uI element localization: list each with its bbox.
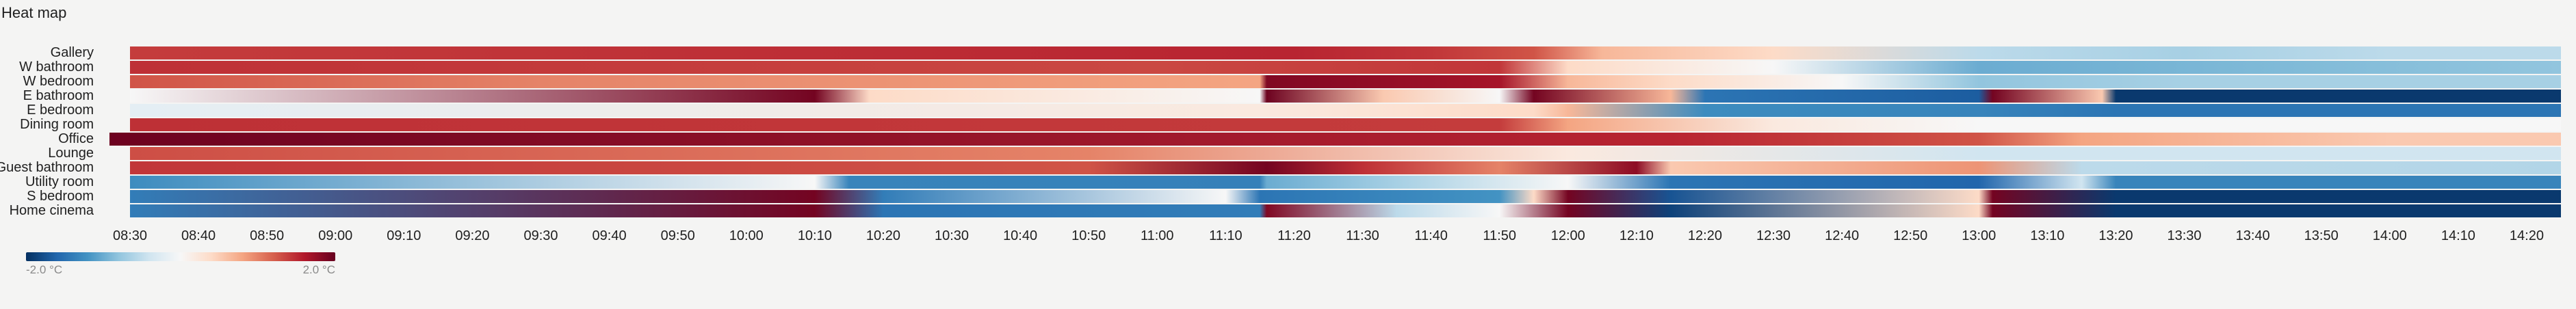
x-tick-label: 09:30 [523, 228, 558, 243]
x-tick-label: 14:10 [2441, 228, 2475, 243]
row-label: Guest bathroom [0, 160, 94, 175]
x-tick-label: 11:10 [1209, 228, 1243, 243]
row-label: Lounge [48, 146, 94, 161]
legend-gradient-bar [26, 252, 335, 261]
x-tick-label: 09:20 [455, 228, 489, 243]
heatmap-row [130, 75, 2561, 88]
x-tick-label: 09:00 [318, 228, 352, 243]
x-tick-label: 11:20 [1277, 228, 1311, 243]
x-tick-label: 12:20 [1688, 228, 1722, 243]
row-label: Office [58, 131, 94, 146]
x-tick-label: 11:50 [1483, 228, 1516, 243]
row-label: Home cinema [10, 203, 94, 218]
row-label: E bathroom [23, 88, 94, 103]
x-tick-label: 13:40 [2236, 228, 2270, 243]
x-tick-label: 09:50 [661, 228, 695, 243]
x-tick-label: 12:10 [1619, 228, 1654, 243]
heatmap-row [130, 204, 2561, 217]
row-label: Dining room [20, 117, 94, 132]
x-tick-label: 12:50 [1893, 228, 1927, 243]
x-tick-label: 13:20 [2098, 228, 2133, 243]
x-tick-label: 10:00 [729, 228, 764, 243]
x-tick-label: 11:40 [1414, 228, 1448, 243]
heatmap-row [130, 161, 2561, 174]
row-label: S bedroom [27, 189, 94, 204]
heatmap-row [130, 104, 2561, 117]
x-tick-label: 14:00 [2373, 228, 2407, 243]
x-tick-label: 12:30 [1756, 228, 1791, 243]
heatmap-row [130, 147, 2561, 160]
x-tick-label: 10:50 [1071, 228, 1106, 243]
x-tick-label: 12:40 [1825, 228, 1859, 243]
x-tick-label: 11:00 [1141, 228, 1174, 243]
heatmap-row [130, 46, 2561, 59]
row-label: W bedroom [23, 74, 94, 89]
row-label: Utility room [25, 174, 94, 189]
x-tick-label: 10:40 [1003, 228, 1037, 243]
x-tick-label: 13:30 [2168, 228, 2202, 243]
x-tick-label: 10:10 [798, 228, 832, 243]
row-label: Gallery [51, 45, 94, 60]
row-label: W bathroom [19, 59, 94, 75]
x-tick-label: 13:50 [2304, 228, 2339, 243]
color-legend: -2.0 °C 2.0 °C [26, 252, 335, 280]
x-tick-label: 13:10 [2030, 228, 2064, 243]
x-tick-label: 08:40 [181, 228, 216, 243]
legend-min-label: -2.0 °C [26, 263, 63, 276]
row-label: E bedroom [27, 103, 94, 118]
legend-max-label: 2.0 °C [302, 263, 335, 276]
x-tick-label: 09:40 [593, 228, 627, 243]
x-tick-label: 11:30 [1346, 228, 1379, 243]
x-tick-label: 13:00 [1962, 228, 1996, 243]
x-tick-label: 10:20 [866, 228, 900, 243]
x-tick-label: 10:30 [935, 228, 969, 243]
x-tick-label: 08:50 [250, 228, 284, 243]
x-tick-label: 08:30 [113, 228, 147, 243]
heatmap-row [130, 118, 2561, 131]
heatmap-row [130, 176, 2561, 189]
heatmap-row [130, 190, 2561, 203]
chart-title: Heat map [1, 4, 67, 21]
heatmap-row [130, 61, 2561, 74]
x-tick-label: 09:10 [387, 228, 421, 243]
heatmap-row [130, 90, 2561, 103]
heatmap-row [109, 133, 2562, 146]
x-tick-label: 12:00 [1551, 228, 1585, 243]
x-tick-label: 14:20 [2510, 228, 2544, 243]
